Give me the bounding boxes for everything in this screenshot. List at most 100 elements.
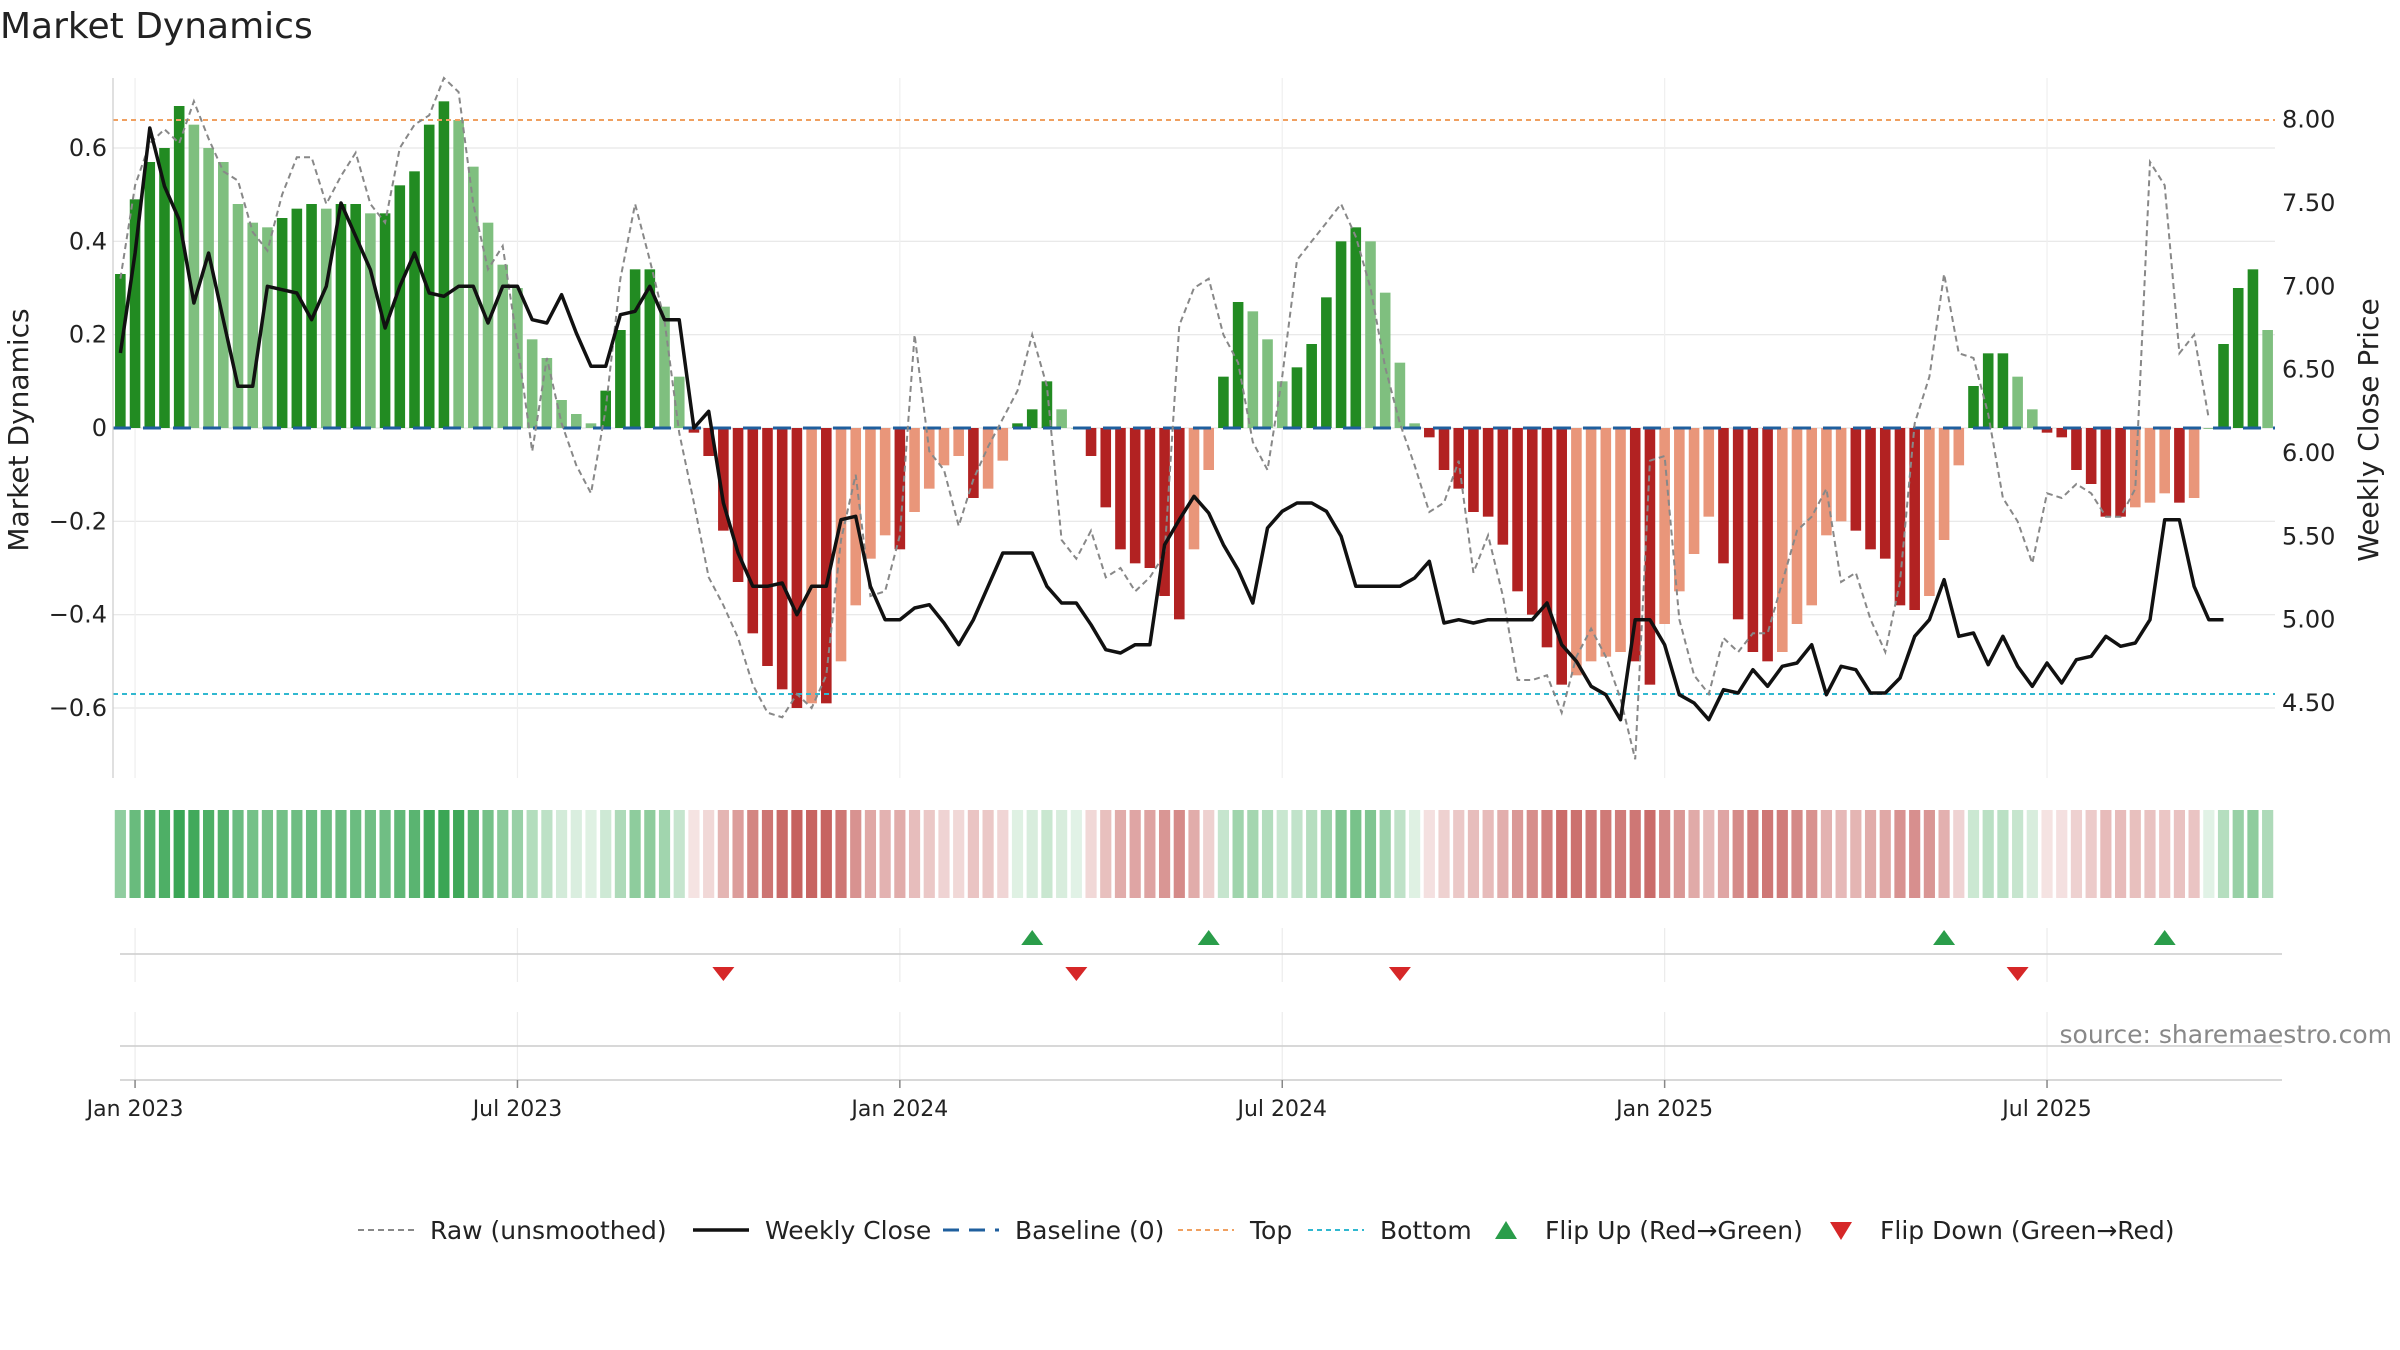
bar [1218,376,1229,428]
heat-cell [2262,810,2274,898]
bar [2027,409,2038,428]
x-tick-label: Jan 2023 [85,1097,184,1122]
heat-cell [2217,810,2230,898]
bar [762,428,773,666]
legend-item: Weekly Close [693,1216,931,1245]
heat-cell [305,810,318,898]
flip-down-marker [712,967,735,981]
bar [2041,428,2053,433]
bar [747,428,759,634]
heat-cell [2247,810,2259,898]
bar [865,428,876,559]
bar [262,227,273,428]
bars-layer [115,101,2273,708]
bar [1306,344,1317,428]
heat-cell [1614,810,1627,898]
legend-label: Flip Up (Red→Green) [1545,1216,1803,1245]
bar [2129,428,2141,508]
bar [1188,428,1200,550]
heat-cell [217,810,229,898]
bar [2159,428,2170,494]
bar [909,428,920,512]
bar [1747,428,1759,652]
bar [2174,428,2185,503]
heat-cell [1056,810,1068,898]
heat-cell [982,810,994,898]
x-tick-label: Jan 2025 [1614,1097,1713,1122]
legend-item: Raw (unsmoothed) [358,1216,667,1245]
bar [2218,344,2229,428]
flip-up-marker [1197,930,1220,945]
bar [1585,428,1597,662]
y-tick-label-right: 5.50 [2282,522,2335,550]
heat-cell [1467,810,1480,898]
heat-cell [1188,810,1200,898]
heat-cell [1747,810,1759,898]
heat-cell [1276,810,1288,898]
bar [1424,428,1435,438]
y-tick-label-right: 6.50 [2282,356,2335,384]
bar [232,204,244,428]
heat-cell [1703,810,1715,898]
heat-cell [953,810,965,898]
heat-cell [1820,810,1833,898]
bar [1732,428,1744,620]
bar [1968,386,1979,428]
heat-cell [1041,810,1053,898]
bar [1526,428,1538,615]
bar [1350,227,1362,428]
heat-cell [1923,810,1935,898]
bar [1159,428,1170,596]
heat-cell [1791,810,1803,898]
bar [2071,428,2082,470]
bar [997,428,1009,461]
heat-cell [2070,810,2083,898]
bar [1203,428,1215,470]
y-axis-label-left: Market Dynamics [2,308,35,551]
heat-cell [614,810,626,898]
bar [1703,428,1715,517]
heat-cell [1158,810,1171,898]
heat-cell [1100,810,1112,898]
bar [512,288,523,428]
legend-label: Bottom [1380,1216,1472,1245]
heat-cell [1497,810,1509,898]
bar [409,171,420,429]
bar [1997,353,2009,428]
bar [1909,428,1920,610]
heat-cell [261,810,274,898]
heat-cell [1350,810,1362,898]
heat-cell [1556,810,1568,898]
bar [1953,428,1965,466]
bar [1659,428,1670,624]
heat-cell [761,810,774,898]
bar [1762,428,1773,662]
bar [1012,423,1023,428]
legend-label: Flip Down (Green→Red) [1880,1216,2175,1245]
y-tick-label-right: 7.50 [2282,189,2335,217]
bar [1276,381,1288,428]
heat-cell [2026,810,2038,898]
heat-cell [1776,810,1788,898]
heat-cell [1335,810,1347,898]
bar [1777,428,1788,652]
heat-cell [1864,810,1877,898]
bar [644,269,656,428]
heat-cell [1423,810,1435,898]
bar [1879,428,1891,559]
heat-cell [1894,810,1906,898]
bar [453,120,464,428]
bar [894,428,906,550]
flip-up-marker [1021,930,1044,945]
bar [291,208,303,428]
bar [379,213,391,428]
bar [1085,428,1097,456]
heat-cell [879,810,891,898]
bar [1644,428,1656,685]
legend-label: Top [1249,1216,1292,1245]
heat-cell [1762,810,1774,898]
bar [1247,311,1259,428]
heat-cell [1909,810,1921,898]
source-text: source: sharemaestro.com [2060,1020,2393,1049]
